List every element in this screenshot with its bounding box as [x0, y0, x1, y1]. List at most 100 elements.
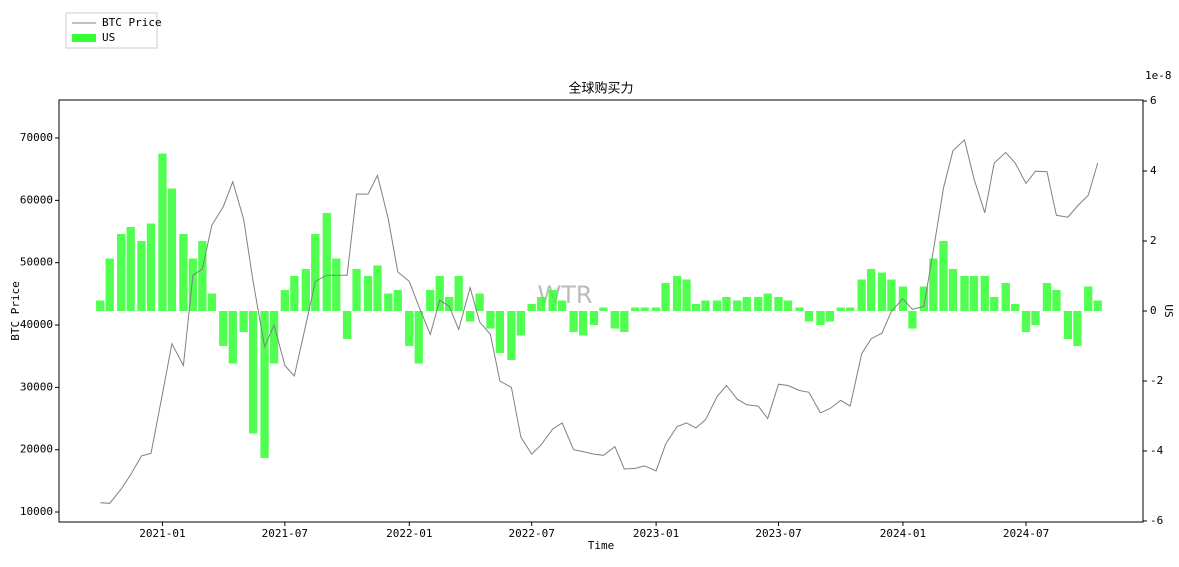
y2-tick-label: -6	[1150, 514, 1163, 527]
price-line	[100, 138, 1099, 504]
bar	[969, 276, 979, 311]
x-tick-label: 2022-07	[509, 527, 555, 540]
bar	[980, 276, 989, 311]
bar	[332, 258, 341, 311]
bar	[846, 307, 855, 311]
bar	[228, 311, 237, 364]
bar	[763, 293, 772, 311]
bar	[435, 276, 444, 311]
bar	[804, 311, 814, 322]
bar	[1021, 311, 1031, 332]
x-tick-label: 2022-01	[386, 527, 432, 540]
bar	[1073, 311, 1082, 346]
bar	[207, 293, 216, 311]
bar	[682, 279, 691, 311]
bar	[569, 311, 578, 332]
bar	[352, 269, 361, 311]
y-tick-label: 60000	[20, 193, 53, 206]
bar	[1052, 290, 1061, 311]
bar	[445, 297, 454, 311]
bar	[578, 311, 588, 336]
bar	[1042, 283, 1052, 311]
bar	[722, 297, 731, 311]
bar	[198, 241, 207, 311]
y-tick-label: 20000	[20, 443, 53, 456]
bar	[877, 272, 887, 311]
x-tick-label: 2021-07	[262, 527, 308, 540]
bar	[774, 297, 783, 311]
x-tick-label: 2023-07	[755, 527, 801, 540]
y-tick-label: 70000	[20, 131, 53, 144]
bar	[126, 227, 135, 311]
bar	[589, 311, 599, 325]
bar	[507, 311, 516, 360]
y2-tick-label: -2	[1150, 374, 1163, 387]
bar	[486, 311, 495, 329]
bar	[557, 300, 567, 311]
y2-tick-label: -4	[1150, 444, 1164, 457]
x-axis-label: Time	[588, 539, 615, 552]
legend: BTC Price US	[65, 12, 162, 49]
y-tick-label: 10000	[20, 505, 53, 518]
bar	[795, 307, 804, 311]
bar	[527, 304, 536, 311]
bar	[691, 304, 701, 311]
y2-axis-label: US	[1162, 304, 1175, 317]
bar	[990, 297, 999, 311]
bar	[269, 311, 279, 364]
bar	[301, 269, 310, 311]
bar	[1084, 286, 1093, 311]
legend-label: US	[102, 31, 115, 44]
y2-tick-label: 6	[1150, 94, 1157, 107]
y-tick-label: 40000	[20, 318, 53, 331]
bar	[620, 311, 629, 332]
bar	[1093, 300, 1102, 311]
x-tick-label: 2024-01	[880, 527, 926, 540]
x-tick-label: 2024-07	[1003, 527, 1049, 540]
bar	[158, 153, 167, 311]
bar	[783, 300, 793, 311]
bar	[322, 213, 331, 311]
bar	[701, 300, 710, 311]
bar	[672, 276, 682, 311]
bar	[280, 290, 290, 311]
bar	[1011, 304, 1020, 311]
bar	[373, 265, 382, 311]
bar	[887, 279, 896, 311]
bar	[393, 290, 402, 311]
bar	[146, 223, 156, 311]
y2-offset-label: 1e-8	[1145, 69, 1172, 82]
bar	[867, 269, 876, 311]
bar	[825, 311, 835, 322]
y-tick-label: 50000	[20, 256, 53, 269]
bar	[384, 293, 393, 311]
bar	[248, 311, 258, 434]
bar	[640, 307, 649, 311]
bar	[219, 311, 228, 346]
chart-title: 全球购买力	[568, 81, 633, 97]
bar	[754, 297, 763, 311]
bar	[96, 300, 105, 311]
bar	[857, 279, 866, 311]
bar	[311, 234, 320, 311]
bar	[516, 311, 526, 336]
bar	[239, 311, 248, 332]
bar	[610, 311, 620, 329]
bar	[599, 307, 608, 311]
bar	[651, 307, 661, 311]
bar	[836, 307, 845, 311]
y-axis-label: BTC Price	[9, 281, 22, 341]
bar	[908, 311, 917, 329]
y2-tick-label: 4	[1150, 164, 1157, 177]
bar	[363, 276, 373, 311]
bar	[475, 293, 484, 311]
x-tick-label: 2021-01	[139, 527, 185, 540]
legend-label: BTC Price	[102, 16, 162, 29]
bar	[137, 241, 146, 311]
bar	[426, 290, 435, 311]
bar	[1063, 311, 1073, 339]
bar	[631, 307, 640, 311]
bar	[167, 188, 177, 311]
bar	[929, 258, 938, 311]
